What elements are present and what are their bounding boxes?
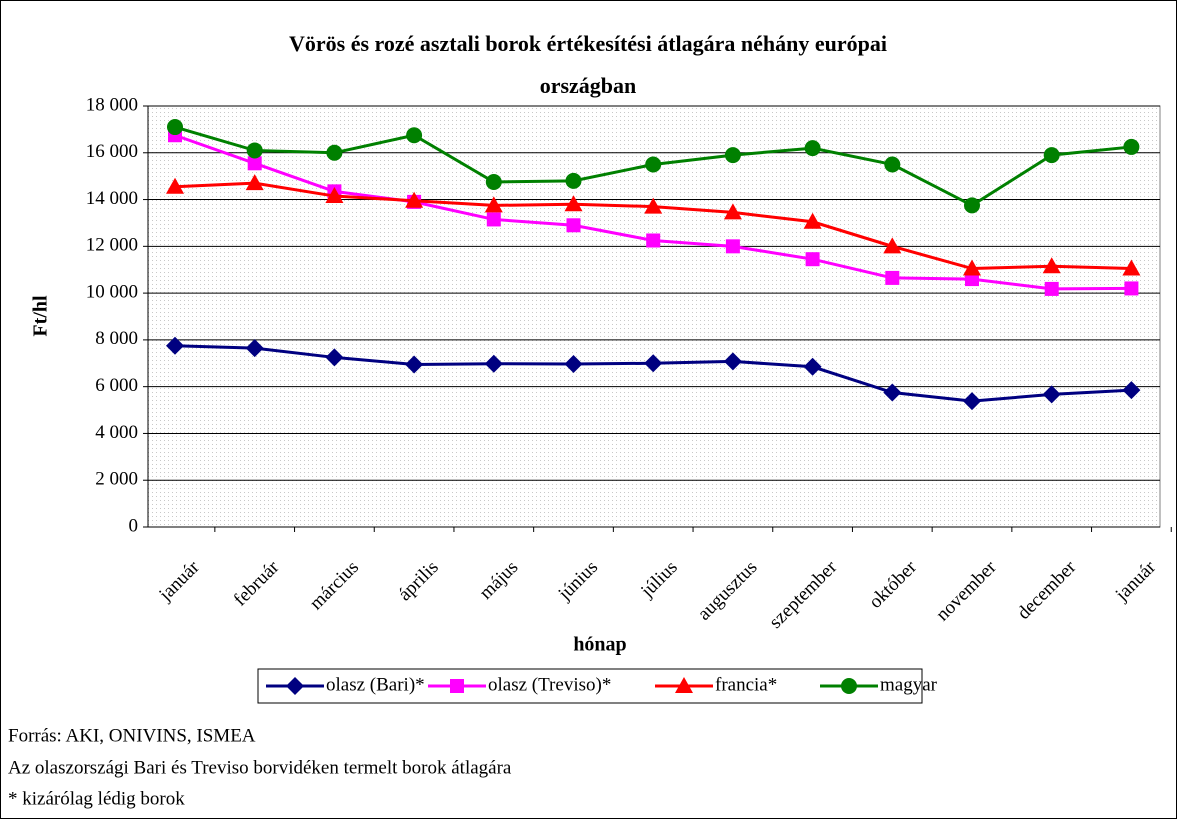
marker bbox=[1123, 138, 1140, 155]
marker bbox=[644, 197, 663, 214]
marker bbox=[883, 383, 902, 402]
legend-label: olasz (Bari)* bbox=[326, 674, 425, 695]
marker bbox=[286, 677, 304, 695]
x-axis-label: hónap bbox=[573, 634, 626, 656]
marker bbox=[675, 677, 693, 693]
y-tick-label: 6 000 bbox=[95, 375, 138, 396]
legend-label: olasz (Treviso)* bbox=[488, 674, 611, 695]
marker bbox=[841, 678, 857, 694]
marker bbox=[246, 142, 263, 159]
marker bbox=[724, 147, 741, 164]
y-tick-label: 0 bbox=[129, 515, 139, 536]
marker bbox=[484, 354, 503, 373]
marker bbox=[326, 144, 343, 161]
marker bbox=[564, 354, 583, 373]
chart-title: Vörös és rozé asztali borok értékesítési… bbox=[289, 31, 887, 56]
marker bbox=[884, 156, 901, 173]
note: Az olaszországi Bari és Treviso borvidék… bbox=[8, 757, 512, 778]
marker bbox=[1124, 281, 1139, 296]
marker bbox=[963, 392, 981, 411]
marker bbox=[723, 203, 742, 220]
marker bbox=[1042, 257, 1061, 274]
marker bbox=[725, 239, 740, 254]
y-tick-label: 18 000 bbox=[86, 94, 138, 115]
legend bbox=[257, 668, 923, 704]
marker bbox=[405, 191, 424, 208]
marker bbox=[245, 174, 264, 191]
y-tick-label: 10 000 bbox=[86, 281, 138, 302]
marker bbox=[484, 196, 503, 213]
marker bbox=[963, 259, 981, 276]
marker bbox=[325, 348, 344, 367]
chart-title: országban bbox=[540, 73, 637, 98]
marker bbox=[803, 357, 822, 376]
marker bbox=[1042, 385, 1061, 404]
y-tick-label: 8 000 bbox=[95, 328, 138, 349]
marker bbox=[167, 119, 183, 136]
marker bbox=[1043, 147, 1060, 164]
y-tick-label: 12 000 bbox=[86, 235, 138, 256]
marker bbox=[965, 272, 979, 287]
y-tick-label: 16 000 bbox=[86, 141, 138, 162]
marker bbox=[644, 354, 663, 373]
marker bbox=[166, 336, 184, 355]
plot-area bbox=[147, 105, 1161, 528]
y-tick-label: 2 000 bbox=[95, 469, 138, 490]
marker bbox=[646, 233, 661, 248]
marker bbox=[450, 679, 464, 693]
marker bbox=[405, 355, 424, 374]
marker bbox=[406, 127, 423, 144]
marker bbox=[245, 339, 264, 358]
note: Forrás: AKI, ONIVINS, ISMEA bbox=[8, 725, 256, 746]
marker bbox=[883, 237, 902, 254]
marker bbox=[885, 270, 900, 285]
note: * kizárólag lédig borok bbox=[8, 788, 185, 809]
legend-label: francia* bbox=[715, 674, 777, 695]
marker bbox=[566, 218, 581, 233]
marker bbox=[486, 212, 501, 227]
marker bbox=[803, 212, 822, 229]
marker bbox=[964, 197, 980, 214]
marker bbox=[325, 187, 344, 204]
legend-label: magyar bbox=[880, 674, 938, 695]
marker bbox=[565, 172, 582, 189]
marker bbox=[1122, 381, 1141, 400]
marker bbox=[804, 140, 821, 157]
marker bbox=[1122, 259, 1141, 276]
marker bbox=[247, 156, 262, 171]
marker bbox=[485, 174, 502, 191]
marker bbox=[645, 156, 662, 173]
y-tick-label: 4 000 bbox=[95, 422, 138, 443]
y-axis-label: Ft/hl bbox=[30, 295, 52, 337]
marker bbox=[1044, 281, 1059, 296]
marker bbox=[723, 352, 742, 371]
marker bbox=[564, 195, 583, 212]
marker bbox=[805, 252, 820, 267]
marker bbox=[166, 177, 184, 194]
y-tick-label: 14 000 bbox=[86, 188, 138, 209]
